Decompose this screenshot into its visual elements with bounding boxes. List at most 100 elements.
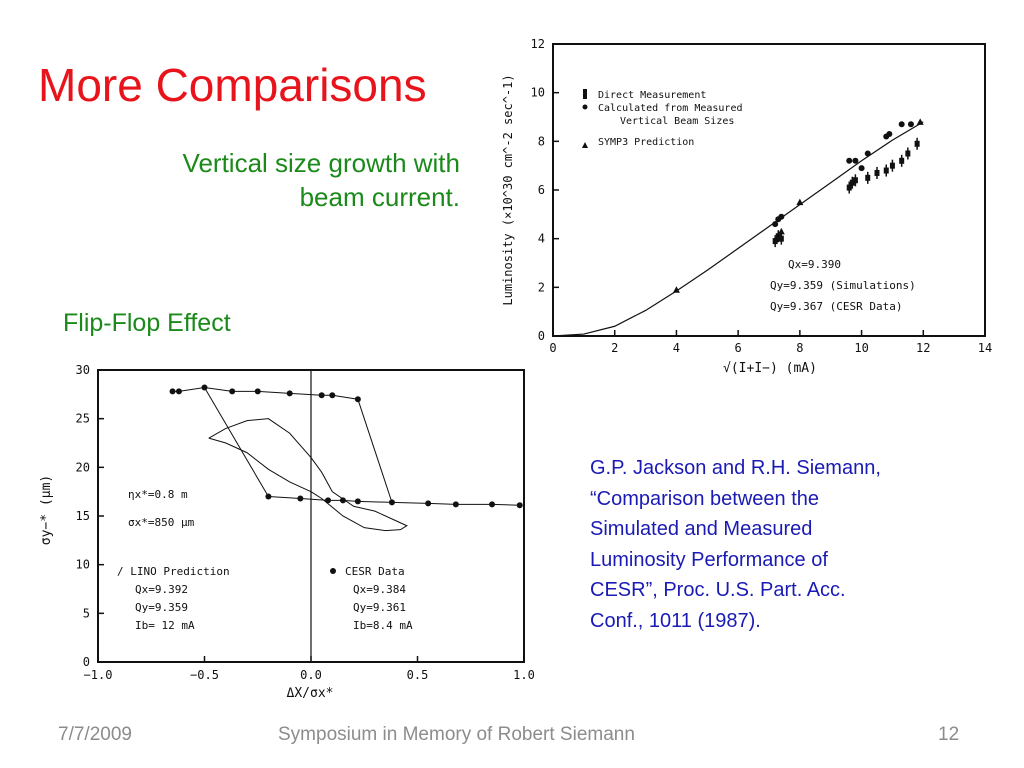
y-tick-label: 4 (538, 232, 545, 246)
data-point-direct (914, 137, 920, 150)
y-tick-label: 20 (76, 460, 90, 474)
data-point-symp3 (672, 286, 680, 293)
error-bar-box (852, 177, 858, 184)
slide-subtitle: Vertical size growth with beam current. (60, 146, 460, 214)
y-tick-label: 15 (76, 509, 90, 523)
data-point-calculated (852, 157, 859, 164)
legend-left-label: Qy=9.359 (135, 601, 188, 614)
x-tick-label: 4 (673, 341, 680, 355)
legend-marker-circle (582, 104, 588, 110)
legend-label: Calculated from Measured (598, 103, 743, 114)
legend-label: Direct Measurement (598, 90, 706, 101)
data-point-direct (778, 232, 784, 245)
reference-citation: G.P. Jackson and R.H. Siemann, “Comparis… (590, 453, 990, 636)
flipflop-label: Flip-Flop Effect (63, 309, 231, 337)
data-point (254, 388, 261, 395)
y-tick-label: 6 (538, 183, 545, 197)
x-tick-label: 14 (978, 341, 992, 355)
error-bar-box (883, 167, 889, 174)
legend-right-label: Qy=9.361 (353, 601, 406, 614)
data-point (516, 502, 523, 509)
error-bar-box (905, 150, 911, 157)
footer-date: 7/7/2009 (58, 724, 132, 745)
data-point-direct (874, 166, 880, 179)
transition-down (204, 387, 269, 497)
data-point (354, 498, 361, 505)
chart-annotation: Qx=9.390 (788, 258, 841, 271)
branch-line (268, 496, 520, 506)
legend-left-label: Qx=9.392 (135, 583, 188, 596)
error-bar-box (874, 169, 880, 176)
data-point (425, 500, 432, 507)
data-point (286, 390, 293, 397)
error-bar-box (778, 235, 784, 242)
x-tick-label: 0.5 (407, 668, 429, 682)
data-point (339, 497, 346, 504)
x-tick-label: 10 (854, 341, 868, 355)
data-point-direct (889, 159, 895, 172)
x-tick-label: 8 (796, 341, 803, 355)
data-point (329, 392, 336, 399)
data-point (452, 501, 459, 508)
y-tick-label: 2 (538, 280, 545, 294)
subtitle-line-2: beam current. (299, 182, 460, 212)
data-point-direct (852, 174, 858, 187)
error-bar-box (889, 162, 895, 169)
x-axis-label: √(I+I−) (mA) (723, 361, 817, 376)
data-point-symp3 (777, 227, 785, 235)
y-tick-label: 25 (76, 412, 90, 426)
fit-curve (552, 121, 924, 337)
data-point-direct (846, 181, 852, 194)
reference-line: Simulated and Measured (590, 518, 813, 540)
x-tick-label: −0.5 (190, 668, 219, 682)
error-bar-box (775, 233, 781, 240)
y-axis-label: σy−* (μm) (39, 475, 54, 545)
y-tick-label: 10 (531, 86, 545, 100)
reference-line: Conf., 1011 (1987). (590, 609, 761, 632)
x-tick-label: 12 (916, 341, 930, 355)
data-point-calculated (907, 121, 914, 128)
y-tick-label: 12 (531, 37, 545, 51)
data-point-calculated (898, 121, 905, 128)
error-bar-box (914, 140, 920, 147)
error-bar-box (849, 179, 855, 186)
data-point-calculated (858, 165, 865, 172)
subtitle-line-1: Vertical size growth with (182, 148, 460, 178)
data-point-direct (865, 171, 871, 184)
reference-line: Luminosity Performance of (590, 548, 828, 571)
slide-title: More Comparisons (38, 59, 427, 111)
chart-annotation: Qy=9.367 (CESR Data) (770, 300, 902, 313)
data-point-calculated (886, 131, 893, 138)
data-point (297, 495, 304, 502)
legend-right-label: Qx=9.384 (353, 583, 406, 596)
x-tick-label: 1.0 (513, 668, 535, 682)
chart-annotation: ηx*=0.8 m (128, 488, 188, 501)
data-point-direct (772, 235, 778, 248)
data-point-direct (883, 164, 889, 177)
x-tick-label: −1.0 (84, 668, 113, 682)
legend-left-label: Ib= 12 mA (135, 619, 195, 632)
legend-right-label: Ib=8.4 mA (353, 619, 413, 632)
legend-right-label: CESR Data (345, 565, 405, 578)
error-bar-box (846, 184, 852, 191)
legend-marker-triangle (582, 142, 588, 148)
data-point-direct (899, 154, 905, 167)
data-point-direct (849, 176, 855, 189)
error-bar-box (865, 174, 871, 181)
data-point-direct (775, 230, 781, 243)
page-number: 12 (938, 724, 960, 745)
legend-left-label: / LINO Prediction (117, 565, 230, 578)
legend-marker-circle (330, 568, 336, 574)
error-bar-box (772, 238, 778, 245)
reference-line: “Comparison between the (590, 487, 820, 510)
x-tick-label: 2 (611, 341, 618, 355)
y-axis-label: Luminosity (×10^30 cm^-2 sec^-1) (501, 74, 515, 305)
simulation-trace (208, 418, 408, 532)
y-tick-label: 0 (538, 329, 545, 343)
x-axis-label: ΔX/σx* (287, 686, 334, 701)
legend-marker-errorbar (583, 89, 587, 99)
chart-annotation: σx*=850 μm (128, 516, 195, 529)
y-tick-label: 10 (76, 558, 90, 572)
